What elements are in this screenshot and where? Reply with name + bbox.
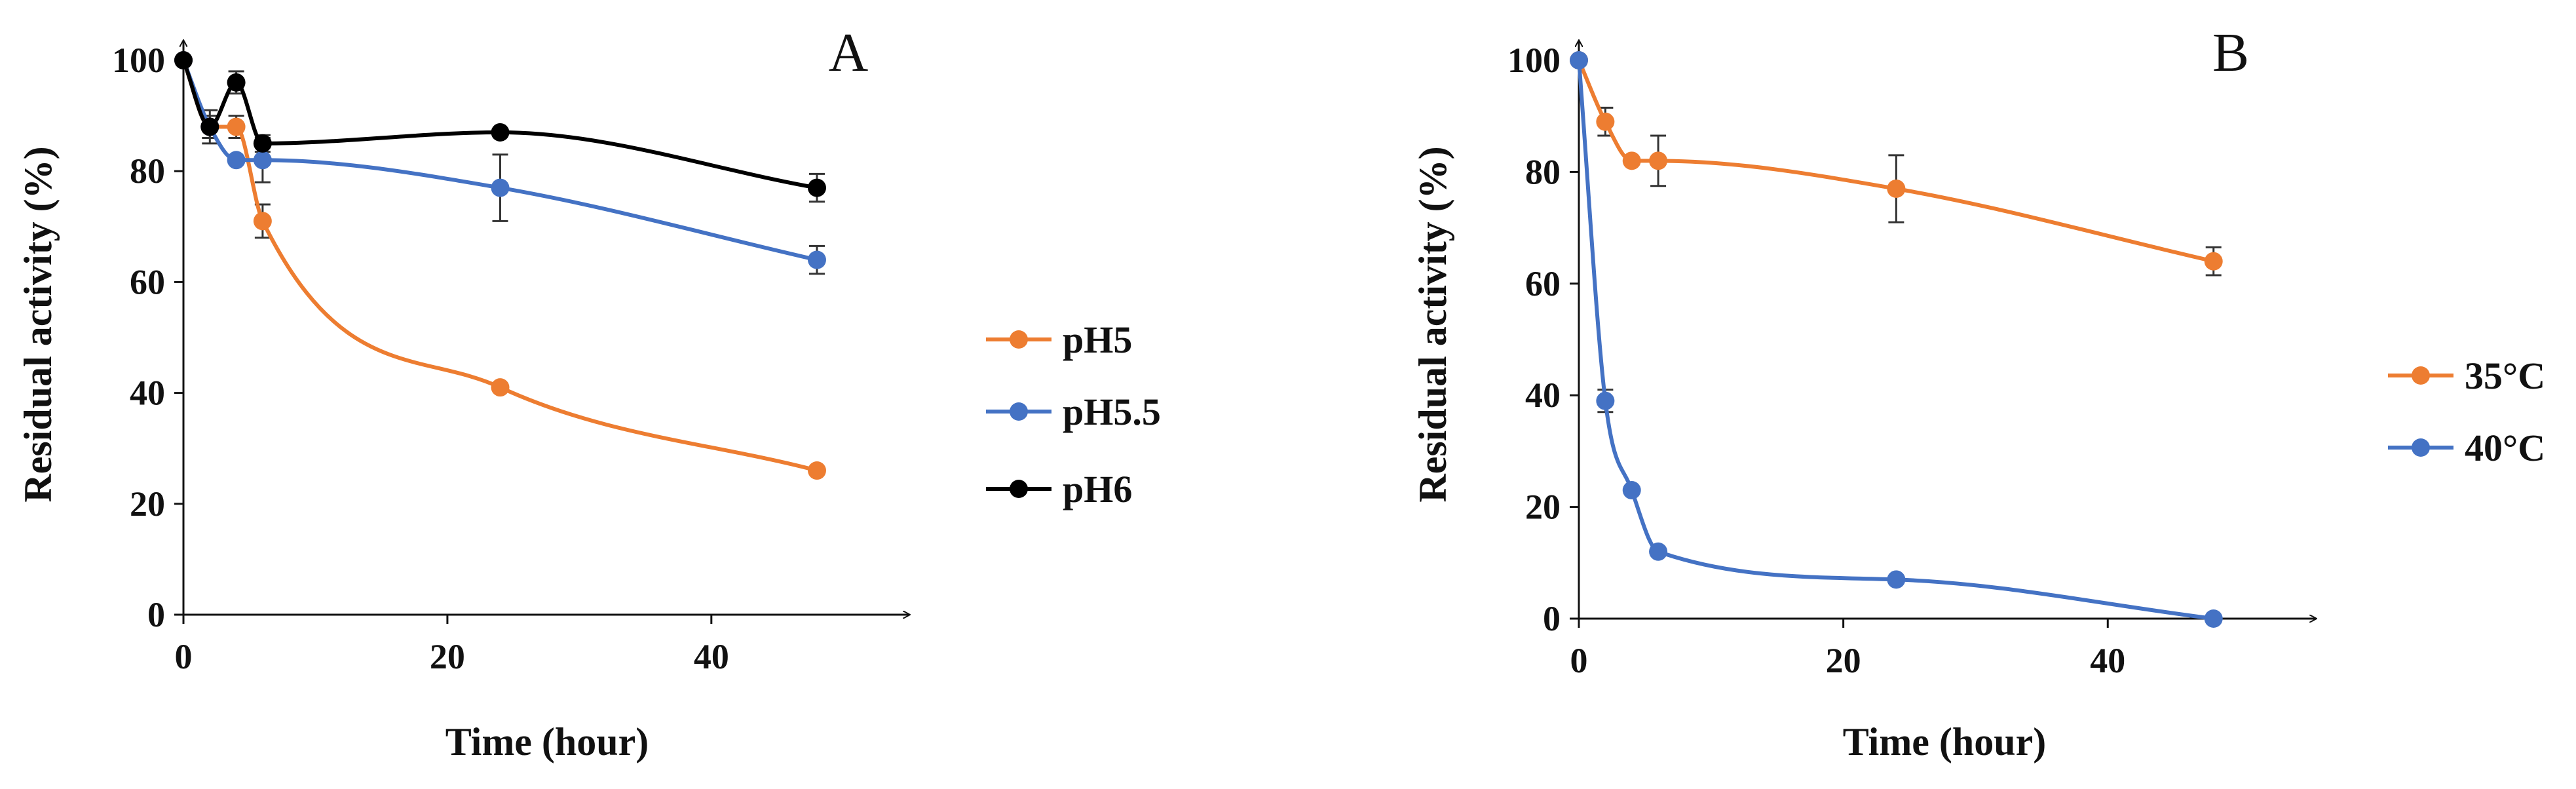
legend-swatch-marker	[1010, 402, 1028, 421]
y-tick-label: 0	[147, 595, 165, 634]
y-tick-label: 0	[1543, 599, 1561, 638]
data-point	[200, 117, 219, 136]
data-point	[2204, 609, 2223, 628]
legend-label-40c: 40°C	[2465, 427, 2545, 469]
legend-label-ph6: pH6	[1063, 468, 1132, 510]
series-line	[181, 58, 819, 472]
legend-entry-35c: 35°C	[2388, 355, 2545, 397]
data-point	[1649, 542, 1668, 561]
x-tick-label: 20	[430, 637, 465, 676]
panel-label: B	[2212, 22, 2249, 83]
y-tick-label: 20	[130, 484, 165, 524]
data-point	[227, 73, 246, 92]
y-tick-label: 60	[130, 262, 165, 301]
y-tick-label: 100	[1507, 41, 1561, 80]
legend-label-35c: 35°C	[2465, 355, 2545, 397]
data-point	[1887, 179, 1906, 198]
legend-swatch-marker	[2412, 366, 2430, 385]
x-tick-label: 0	[175, 637, 193, 676]
legend-entry-ph5: pH5	[986, 318, 1132, 361]
legend-entry-ph6: pH6	[986, 468, 1132, 510]
data-point	[253, 212, 272, 231]
series-line	[1577, 58, 2216, 621]
legend: 35°C 40°C	[2388, 355, 2545, 469]
legend-swatch-marker	[1010, 330, 1028, 349]
data-point	[1622, 151, 1641, 170]
data-point	[491, 378, 510, 397]
y-tick-label: 60	[1525, 264, 1561, 303]
data-point	[807, 178, 826, 197]
panel-a-chart: A Residual activity (%) Time (hour) 0 20 4…	[16, 22, 1161, 763]
data-point	[1887, 570, 1906, 589]
data-point	[2204, 252, 2223, 271]
data-point	[807, 461, 826, 480]
legend-swatch-marker	[1010, 480, 1028, 498]
data-point	[1622, 481, 1641, 500]
data-point	[491, 123, 510, 142]
data-point	[1596, 112, 1615, 131]
y-tick-label: 80	[130, 151, 165, 191]
data-point	[491, 178, 510, 197]
legend-label-ph5: pH5	[1063, 318, 1132, 361]
panel-label: A	[829, 22, 869, 83]
y-tick-label: 40	[130, 374, 165, 413]
y-tick-label: 100	[112, 41, 165, 80]
y-axis-title: Residual activity (%)	[16, 146, 60, 502]
legend-swatch-marker	[2412, 438, 2430, 457]
data-point	[253, 134, 272, 153]
x-tick-label: 20	[1826, 641, 1861, 680]
y-tick-label: 40	[1525, 375, 1561, 415]
data-point	[1596, 391, 1615, 410]
data-point	[227, 117, 246, 136]
legend: pH5 pH5.5 pH6	[986, 318, 1161, 510]
data-point	[807, 250, 826, 269]
y-tick-label: 20	[1525, 488, 1561, 527]
legend-entry-40c: 40°C	[2388, 427, 2545, 469]
y-axis-title: Residual activity (%)	[1411, 146, 1454, 502]
data-point	[174, 51, 193, 69]
legend-label-ph5-5: pH5.5	[1063, 391, 1161, 433]
y-tick-label: 80	[1525, 152, 1561, 191]
x-tick-label: 0	[1570, 641, 1588, 680]
data-point	[253, 151, 272, 170]
x-tick-label: 40	[2090, 641, 2125, 680]
x-axis-title: Time (hour)	[1843, 720, 2047, 763]
x-tick-label: 40	[694, 637, 729, 676]
data-point	[1649, 151, 1668, 170]
panel-b-chart: B Residual activity (%) Time (hour) 0 20 4…	[1411, 22, 2545, 763]
data-point	[1570, 51, 1588, 69]
x-axis-title: Time (hour)	[445, 720, 649, 763]
data-point	[227, 151, 246, 170]
legend-entry-ph5-5: pH5.5	[986, 391, 1161, 433]
